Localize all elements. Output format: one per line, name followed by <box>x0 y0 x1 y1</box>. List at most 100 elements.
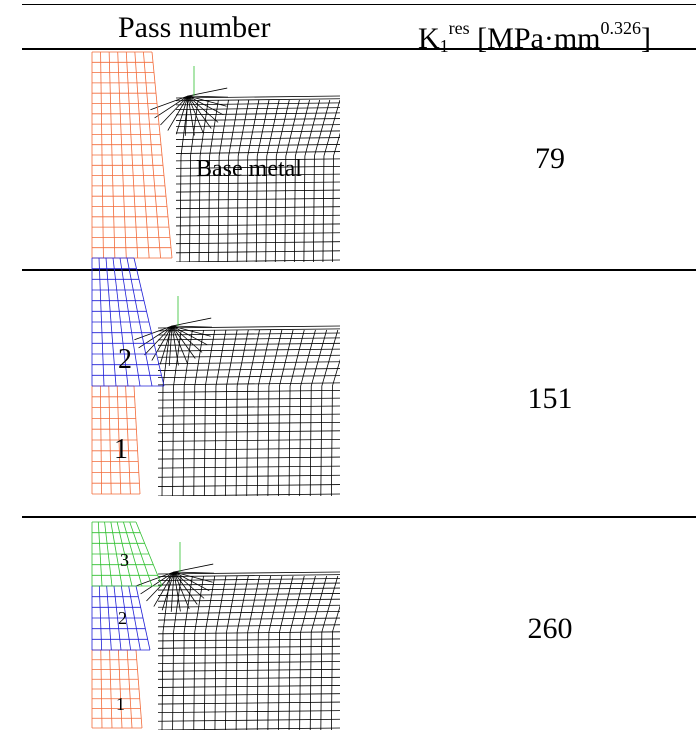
base-metal-hline <box>175 95 340 99</box>
tip-fan-line <box>187 95 228 98</box>
pass-label: 3 <box>120 550 129 570</box>
tip-fan-line <box>171 325 179 366</box>
base-metal-hline <box>157 574 340 578</box>
base-metal-vline <box>203 329 216 496</box>
pass-label: 2 <box>118 344 132 375</box>
base-metal-hline <box>157 685 340 688</box>
base-metal-vline <box>182 329 193 496</box>
base-metal-hline <box>157 361 340 365</box>
base-metal-hline <box>157 375 340 379</box>
base-metal-hline <box>157 676 340 680</box>
header-bottom-rule <box>22 48 696 50</box>
tip-fan-line <box>153 571 175 607</box>
row2-bottom-rule <box>22 516 696 518</box>
base-metal-hline <box>175 124 340 127</box>
tip-fan-line <box>171 325 188 364</box>
tip-fan-line <box>136 571 175 587</box>
base-metal-vline <box>236 99 250 262</box>
base-metal-hline <box>175 107 340 111</box>
base-metal-hline <box>157 368 340 371</box>
tip-fan-line <box>173 571 190 610</box>
tip-fan-line <box>154 95 189 119</box>
base-metal-hline <box>157 571 340 575</box>
row1-bottom-rule <box>22 269 696 271</box>
base-metal-hline <box>157 653 340 657</box>
base-metal-vline <box>225 329 238 496</box>
base-metal-hline <box>157 405 340 409</box>
base-metal-hline <box>157 624 340 628</box>
k1res-value-pass-1: 79 <box>535 142 565 175</box>
tip-fan-line <box>167 95 189 131</box>
tip-fan-line <box>173 563 214 573</box>
tip-fan-line <box>171 325 196 359</box>
tip-fan-line <box>140 571 175 595</box>
base-metal-hline <box>157 413 340 417</box>
base-metal-vline <box>246 99 260 262</box>
base-metal-hline <box>175 137 340 140</box>
base-metal-vline <box>208 99 219 262</box>
base-metal-vline <box>214 575 227 730</box>
tip-fan-line <box>173 571 181 612</box>
pass-label: Base metal <box>196 156 302 182</box>
base-metal-vline <box>161 575 171 730</box>
header-k1res: K1res [MPa·mm0.326] <box>418 18 651 56</box>
pass-label: 1 <box>116 694 125 714</box>
base-metal-vline <box>193 575 204 730</box>
tip-fan-line <box>134 325 173 341</box>
base-metal-hline <box>175 158 340 162</box>
base-metal-hline <box>157 668 340 672</box>
base-metal-vline <box>299 329 316 496</box>
tip-fan-line <box>171 325 212 328</box>
base-metal-vline <box>246 329 260 496</box>
base-metal-vline <box>313 99 331 262</box>
tip-fan-line <box>171 325 203 353</box>
base-metal-hline <box>157 342 340 346</box>
base-metal-vline <box>278 575 294 730</box>
base-metal-hline <box>157 447 340 451</box>
base-metal-hline <box>157 645 340 649</box>
tip-fan-line <box>187 95 195 136</box>
mesh-diagram-pass-3: 3 2 1 <box>91 521 340 730</box>
base-metal-hline <box>157 582 340 586</box>
base-metal-vline <box>278 329 294 496</box>
tip-fan-line <box>187 95 219 123</box>
base-metal-vline <box>267 329 283 496</box>
base-metal-hline <box>157 661 340 664</box>
base-metal-vline <box>256 329 272 496</box>
tip-fan-line <box>173 571 210 592</box>
base-metal-vline <box>267 575 283 730</box>
base-metal-vline <box>217 99 229 262</box>
tip-fan-line <box>170 571 175 612</box>
tip-fan-line <box>151 325 173 361</box>
base-metal-vline <box>331 358 340 496</box>
base-metal-vline <box>225 575 238 730</box>
base-metal-hline <box>157 587 340 591</box>
base-metal-hline <box>157 727 340 730</box>
base-metal-vline <box>320 329 339 496</box>
tip-fan-line <box>187 95 224 116</box>
base-metal-hline <box>175 112 340 116</box>
base-metal-hline <box>157 397 340 401</box>
tip-fan-line <box>187 95 227 107</box>
tip-fan-line <box>173 571 214 574</box>
base-metal-hline <box>157 325 340 329</box>
tip-fan-line <box>168 325 173 366</box>
base-metal-hline <box>157 493 340 496</box>
tip-fan-line <box>187 95 204 134</box>
base-metal-vline <box>288 329 305 496</box>
tip-fan-line <box>187 95 212 129</box>
tip-fan-line <box>173 571 213 583</box>
base-metal-hline <box>157 465 340 469</box>
base-metal-vline <box>284 99 300 262</box>
base-metal-vline <box>198 99 209 262</box>
base-metal-hline <box>157 604 340 608</box>
header-pass-number: Pass number <box>118 11 271 44</box>
base-metal-hline <box>157 598 340 602</box>
base-metal-hline <box>157 593 340 596</box>
base-metal-vline <box>256 575 272 730</box>
base-metal-vline <box>193 329 204 496</box>
base-metal-hline <box>175 151 340 154</box>
base-metal-vline <box>214 329 227 496</box>
base-metal-vline <box>288 575 305 730</box>
base-metal-hline <box>157 693 340 697</box>
